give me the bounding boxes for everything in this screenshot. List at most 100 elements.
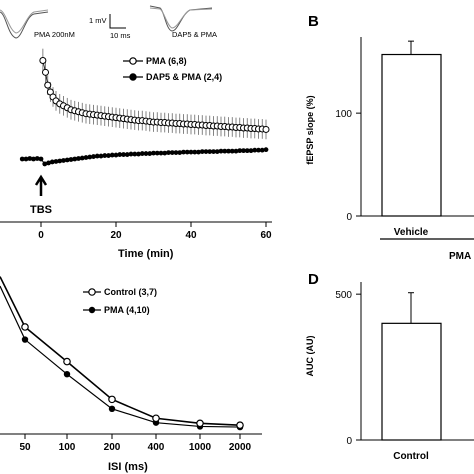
point-dap5-pma: [136, 151, 141, 157]
point-pma: [262, 125, 270, 133]
panel-c-x-tick-label: 400: [148, 442, 165, 453]
point-dap5-pma: [199, 149, 205, 155]
point-control: [63, 357, 71, 366]
y-tick-label: 0: [346, 436, 352, 447]
y-tick-label: 0: [346, 212, 352, 223]
y-tick-label: 500: [335, 290, 352, 301]
scale-label-ms: 10 ms: [110, 31, 131, 40]
panel-d: D AUC (AU) 0 500 Control: [305, 271, 474, 462]
legend-label-pma: PMA (6,8): [146, 56, 187, 66]
point-dap5-pma: [46, 160, 51, 166]
point-dap5-pma: [162, 150, 168, 156]
point-dap5-pma: [237, 148, 243, 154]
point-dap5-pma: [113, 152, 119, 158]
point-dap5-pma: [128, 151, 134, 157]
panel-a-legend: PMA (6,8) DAP5 & PMA (2,4): [123, 56, 222, 82]
point-dap5-pma: [256, 147, 261, 153]
point-dap5-pma: [121, 152, 126, 157]
trace-pma: [0, 11, 49, 39]
panel-a-series: [19, 48, 270, 167]
panel-c-x-tick-label: 2000: [229, 442, 252, 453]
point-dap5-pma: [94, 153, 100, 159]
point-dap5-pma: [102, 153, 108, 158]
point-dap5-pma: [83, 155, 89, 160]
point-dap5-pma: [91, 154, 96, 159]
point-dap5-pma: [158, 150, 164, 156]
point-dap5-pma: [211, 149, 216, 155]
bar-category-label: Vehicle: [394, 227, 429, 238]
point-dap5-pma: [244, 148, 250, 154]
point-dap5-pma: [53, 159, 59, 164]
trace-pma-overlay: [0, 9, 49, 34]
bar-control: [381, 322, 442, 441]
point-dap5-pma: [64, 157, 70, 163]
point-dap5-pma: [233, 148, 239, 154]
point-dap5-pma: [169, 150, 175, 155]
point-dap5-pma: [151, 150, 156, 156]
point-dap5-pma: [263, 147, 269, 153]
point-dap5-pma: [218, 148, 224, 154]
point-dap5-pma: [76, 156, 81, 161]
point-dap5-pma: [214, 149, 220, 155]
point-dap5-pma: [117, 152, 123, 157]
point-dap5-pma: [109, 152, 115, 158]
panel-c-legend: Control (3,7) PMA (4,10): [83, 287, 157, 315]
point-dap5-pma: [229, 148, 235, 154]
point-pma: [39, 57, 47, 64]
panel-c-x-ticks: 50 100 200 400 1000 2000: [19, 434, 252, 453]
panel-c-x-tick-label: 50: [19, 442, 31, 453]
point-pma-c: [108, 405, 116, 413]
point-dap5-pma: [19, 156, 25, 162]
legend-label-control: Control (3,7): [104, 287, 157, 297]
panel-a-x-tick-label: 60: [260, 230, 272, 241]
point-dap5-pma: [72, 156, 78, 162]
tbs-arrow: [34, 174, 48, 196]
panel-c: 50 100 200 400 1000 2000 ISI (ms) Control (3,…: [0, 276, 262, 473]
tbs-label: TBS: [30, 204, 52, 216]
panel-a-x-tick-label: 40: [185, 230, 197, 241]
panel-b: B fEPSP slope (%) 0 100 Vehicle PMA: [305, 13, 474, 262]
legend-marker-pma-c: [88, 306, 96, 314]
point-dap5-pma: [147, 151, 153, 156]
point-dap5-pma: [166, 150, 171, 155]
point-dap5-pma: [124, 152, 130, 157]
point-dap5-pma: [68, 157, 74, 162]
point-dap5-pma: [57, 158, 63, 164]
legend-marker-pma: [129, 57, 137, 65]
point-dap5-pma: [173, 150, 179, 155]
trace-label-pma: PMA 200nM: [34, 30, 75, 39]
point-dap5-pma: [34, 156, 40, 161]
panel-b-group-label: PMA: [449, 251, 471, 262]
point-dap5-pma: [207, 149, 213, 155]
point-dap5-pma: [259, 147, 265, 153]
point-dap5-pma: [184, 149, 190, 155]
point-dap5-pma: [241, 148, 246, 154]
panel-c-x-tick-label: 200: [104, 442, 121, 453]
legend-label-dap5: DAP5 & PMA (2,4): [146, 72, 222, 82]
point-pma: [42, 68, 49, 76]
panel-b-ylabel: fEPSP slope (%): [305, 95, 315, 164]
legend-marker-dap5: [129, 73, 137, 81]
legend-label-pma-c: PMA (4,10): [104, 305, 150, 315]
panel-d-y-ticks: 0 500: [335, 290, 361, 447]
trace-label-dap5-pma: DAP5 & PMA: [172, 30, 217, 39]
point-dap5-pma: [106, 153, 111, 158]
point-control: [108, 395, 116, 404]
point-control: [21, 323, 29, 331]
panel-a-x-tick-label: 20: [110, 230, 122, 241]
point-pma-c: [63, 370, 71, 378]
panel-c-series: [0, 276, 244, 431]
point-dap5-pma: [79, 155, 85, 161]
trace-insets: PMA 200nM 1 mV 10 ms DAP5 & PMA: [0, 5, 217, 40]
point-dap5-pma: [132, 151, 138, 157]
trace-dap5-pma-overlay: [149, 7, 213, 29]
point-dap5-pma: [27, 156, 33, 161]
panel-b-bars: Vehicle: [381, 40, 442, 238]
point-dap5-pma: [192, 149, 198, 155]
point-dap5-pma: [252, 147, 258, 153]
point-dap5-pma: [61, 158, 66, 163]
panel-a-x-ticks: 0 20 40 60: [38, 222, 272, 241]
point-dap5-pma: [42, 161, 48, 167]
panel-c-x-tick-label: 100: [59, 442, 76, 453]
